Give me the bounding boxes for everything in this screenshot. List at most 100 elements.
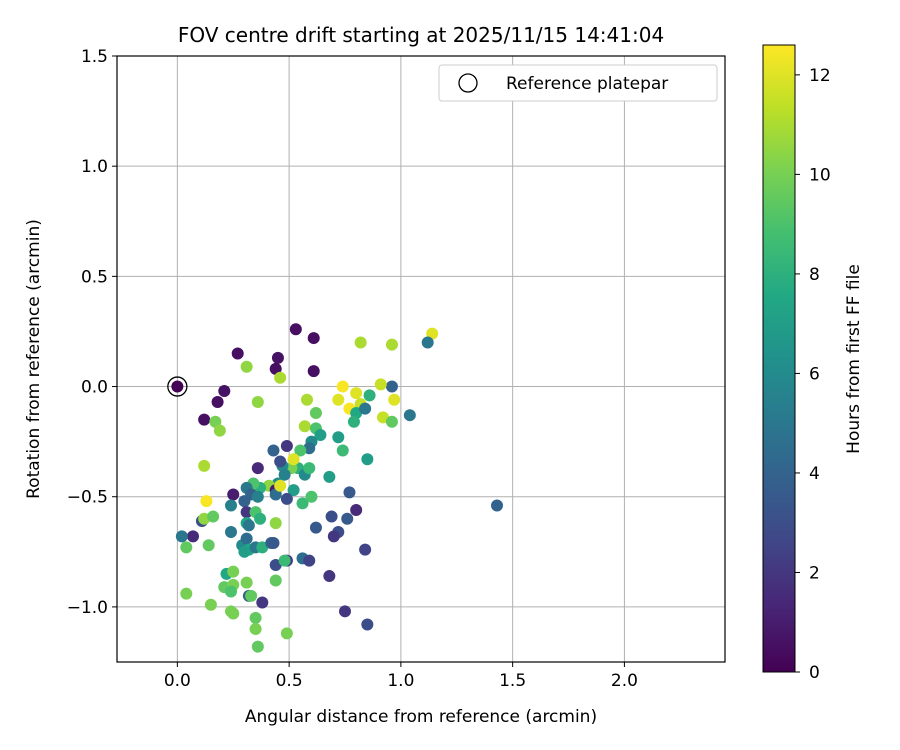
colorbar-tick-label: 10	[809, 165, 831, 185]
y-tick-label: −1.0	[67, 598, 108, 618]
data-point	[325, 510, 338, 523]
data-point	[225, 525, 237, 538]
data-point	[385, 338, 398, 351]
data-point	[301, 393, 313, 406]
data-point	[251, 395, 264, 408]
data-point	[339, 605, 351, 618]
data-point	[298, 420, 311, 433]
data-point	[240, 532, 253, 545]
y-tick-label: 1.0	[81, 157, 108, 177]
reference-point	[171, 380, 184, 393]
colorbar-tick-label: 6	[809, 364, 820, 384]
y-axis-ticks: −1.0 −0.5 0.0 0.5 1.0 1.5	[67, 47, 117, 618]
data-point	[280, 440, 293, 453]
data-point	[238, 495, 251, 508]
data-point	[421, 336, 434, 349]
data-point	[238, 545, 251, 558]
data-point	[332, 393, 345, 406]
data-point	[225, 585, 237, 598]
data-point	[309, 521, 322, 534]
data-point	[267, 537, 280, 550]
data-point	[388, 393, 401, 406]
data-point	[227, 488, 240, 501]
data-point	[289, 323, 302, 336]
reference-marker-ring	[167, 376, 188, 397]
data-point	[187, 530, 199, 543]
x-axis-ticks: 0.0 0.5 1.0 1.5 2.0	[164, 662, 638, 691]
data-point	[207, 510, 220, 523]
x-tick-label: 0.5	[276, 671, 303, 691]
colorbar-tick-label: 0	[809, 663, 820, 683]
data-point	[278, 468, 291, 481]
legend-box	[438, 64, 718, 102]
x-tick-label: 1.0	[387, 671, 414, 691]
data-point	[180, 587, 193, 600]
data-point	[278, 554, 291, 567]
data-point	[332, 431, 345, 444]
y-tick-label: 0.5	[81, 267, 108, 287]
data-point	[256, 541, 269, 554]
data-point	[403, 409, 416, 422]
chart-title: FOV centre drift starting at 2025/11/15 …	[178, 23, 664, 47]
data-point	[211, 395, 224, 408]
data-point	[227, 607, 240, 620]
data-point	[361, 618, 374, 631]
data-point	[354, 336, 367, 349]
data-point	[303, 554, 316, 567]
data-point	[251, 490, 264, 503]
data-point	[374, 378, 387, 391]
data-point	[175, 530, 188, 543]
colorbar-tick-label: 12	[809, 66, 831, 86]
data-point	[242, 519, 255, 532]
data-point	[227, 565, 240, 578]
data-point	[323, 470, 336, 483]
data-point	[274, 371, 287, 384]
data-point	[314, 429, 327, 442]
data-point	[309, 406, 322, 419]
data-point	[218, 384, 231, 397]
x-tick-label: 2.0	[611, 671, 638, 691]
colorbar-gradient	[762, 44, 796, 673]
data-point	[307, 365, 320, 378]
data-point	[245, 589, 258, 602]
data-point	[307, 332, 320, 345]
data-point	[225, 499, 237, 512]
data-point	[323, 570, 336, 583]
data-point	[198, 413, 211, 426]
data-point	[377, 411, 389, 424]
legend-reference-label: Reference platepar	[506, 74, 668, 94]
data-points	[175, 323, 503, 653]
data-point	[359, 543, 372, 556]
data-point	[385, 415, 398, 428]
legend: Reference platepar	[438, 64, 718, 102]
data-point	[254, 512, 267, 525]
x-tick-label: 0.0	[164, 671, 191, 691]
y-tick-label: 0.0	[81, 378, 108, 398]
data-point	[251, 462, 264, 475]
data-point	[350, 387, 363, 400]
y-tick-label: −0.5	[67, 488, 108, 508]
data-point	[294, 444, 307, 457]
data-point	[198, 459, 211, 472]
data-point	[341, 512, 354, 525]
colorbar: 0 2 4 6 8 10 12 Hours from first FF file	[762, 44, 864, 683]
data-point	[385, 380, 398, 393]
data-point	[180, 541, 193, 554]
data-point	[249, 611, 262, 624]
colorbar-tick-label: 4	[809, 464, 820, 484]
data-point	[287, 453, 300, 466]
reference-marker-group	[167, 376, 188, 397]
data-point	[280, 627, 293, 640]
data-point	[350, 503, 363, 516]
data-point	[303, 462, 316, 475]
data-point	[280, 492, 293, 505]
colorbar-tick-label: 8	[809, 265, 820, 285]
y-tick-label: 1.5	[81, 47, 108, 67]
data-point	[296, 497, 309, 510]
data-point	[202, 539, 215, 552]
data-point	[336, 444, 349, 457]
data-point	[363, 389, 376, 402]
data-point	[267, 444, 280, 457]
data-point	[274, 455, 287, 468]
